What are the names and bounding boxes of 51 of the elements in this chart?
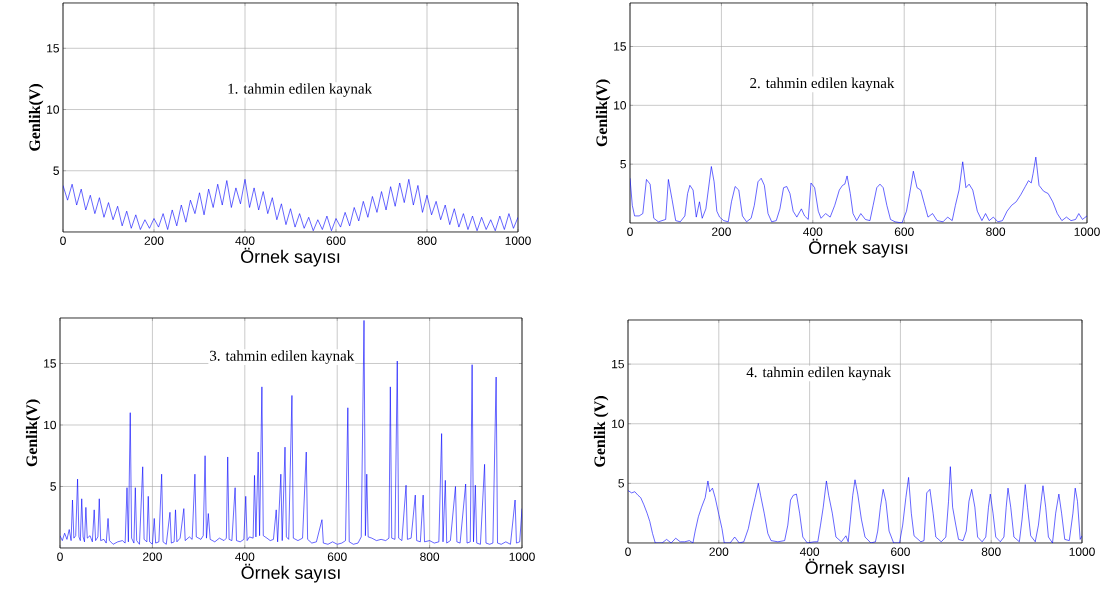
x-axis-title: Örnek sayısı <box>241 247 340 267</box>
x-tick-label: 400 <box>235 552 255 561</box>
x-tick-label: 200 <box>712 227 731 236</box>
x-tick-label: 800 <box>417 236 437 245</box>
y-axis-title: Genlik(V) <box>595 79 611 147</box>
x-tick-label: 600 <box>327 552 347 561</box>
x-tick-label: 1000 <box>1069 547 1095 556</box>
line-series <box>63 179 519 232</box>
y-axis-title: Genlik (V) <box>593 396 609 467</box>
y-tick-label: 5 <box>53 166 59 175</box>
x-tick-label: 600 <box>894 227 914 236</box>
x-tick-label: 200 <box>143 552 162 561</box>
annotation: 4. tahmin edilen kaynak <box>746 366 892 381</box>
x-tick-label: 200 <box>144 236 164 245</box>
x-tick-label: 0 <box>60 236 66 245</box>
y-tick-label: 15 <box>614 42 626 51</box>
y-axis-title: Genlik(V) <box>25 399 41 467</box>
annotation: 1. tahmin edilen kaynak <box>228 83 373 97</box>
y-tick-label: 5 <box>50 482 56 491</box>
line-series <box>60 320 523 545</box>
x-tick-label: 800 <box>981 547 1001 556</box>
y-tick-label: 10 <box>614 101 627 110</box>
x-tick-label: 1000 <box>1074 227 1100 236</box>
x-tick-label: 400 <box>799 547 820 556</box>
annotation: 3. tahmin edilen kaynak <box>210 350 355 364</box>
y-tick-label: 10 <box>44 420 57 430</box>
x-axis-title: Örnek sayısı <box>809 238 908 258</box>
y-tick-label: 15 <box>612 359 624 369</box>
x-tick-label: 200 <box>709 547 729 556</box>
line-series <box>628 466 1083 543</box>
x-tick-label: 0 <box>627 227 633 236</box>
x-tick-label: 600 <box>891 547 910 556</box>
y-tick-label: 5 <box>618 479 624 488</box>
annotation: 2. tahmin edilen kaynak <box>750 77 895 92</box>
y-tick-label: 10 <box>612 419 625 428</box>
x-tick-label: 0 <box>57 552 63 561</box>
y-tick-label: 5 <box>620 159 626 169</box>
y-tick-label: 15 <box>47 44 59 53</box>
y-tick-label: 10 <box>47 105 60 114</box>
x-tick-label: 1000 <box>509 552 535 561</box>
x-tick-label: 400 <box>803 227 823 236</box>
x-axis-title: Örnek sayısı <box>805 558 904 578</box>
y-tick-label: 15 <box>44 359 56 368</box>
x-tick-label: 600 <box>326 236 346 245</box>
x-axis-title: Örnek sayısı <box>241 563 340 583</box>
x-tick-label: 1000 <box>505 236 531 245</box>
x-tick-label: 800 <box>986 227 1006 236</box>
x-tick-label: 400 <box>235 236 255 245</box>
x-tick-label: 800 <box>420 552 440 561</box>
y-axis-title: Genlik(V) <box>28 84 44 151</box>
x-tick-label: 0 <box>625 547 631 556</box>
